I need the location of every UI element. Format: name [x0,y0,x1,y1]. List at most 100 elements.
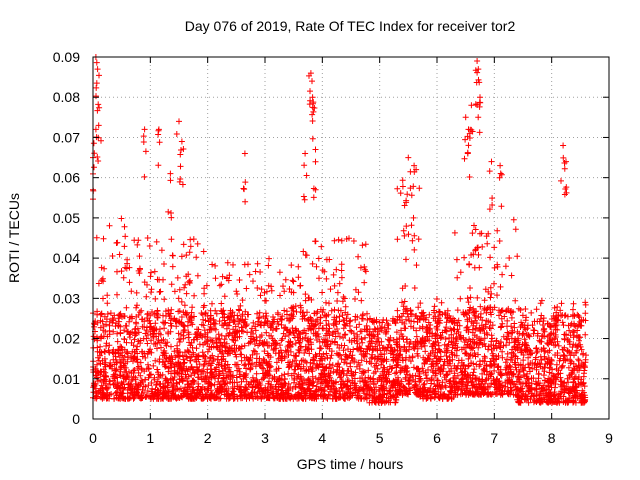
data-point [394,185,401,192]
data-point [134,365,141,372]
data-point [491,244,498,251]
data-point [327,286,334,293]
data-point [301,196,308,203]
data-point [181,302,188,309]
data-point [128,313,135,320]
data-point [250,278,256,285]
data-point [181,367,188,374]
data-point [161,325,168,332]
data-point [312,158,319,165]
data-point [486,168,493,175]
data-point [315,255,322,262]
data-point [295,263,302,270]
data-point [181,349,188,356]
data-point [415,236,422,243]
data-point [502,263,509,270]
x-tick-label: 3 [261,430,269,446]
data-point [246,271,253,278]
data-point [405,231,412,238]
data-point [526,364,533,371]
data-point [133,289,140,296]
data-point [115,322,122,329]
data-point [119,352,126,359]
data-point [118,268,125,275]
data-point [466,261,473,267]
data-point [281,376,288,383]
data-point [408,192,415,199]
data-point [167,395,173,402]
data-point [164,379,171,386]
data-point [95,122,102,129]
data-point [185,348,191,355]
data-point [469,230,476,237]
data-point [567,357,574,364]
data-point [408,222,415,229]
data-point [145,348,152,355]
data-point [253,370,260,377]
data-point [504,317,511,324]
data-point [176,365,183,372]
data-point [93,84,100,91]
data-point [340,294,347,300]
data-point [180,356,187,363]
data-point [98,382,105,389]
data-point [537,300,544,307]
data-point [145,392,151,399]
data-point [479,243,486,250]
data-point [397,190,404,197]
data-point [538,297,545,304]
data-point [323,275,330,282]
data-point [475,251,482,258]
data-point [511,320,518,327]
data-point [254,260,261,267]
data-point [93,234,100,241]
data-point [155,162,162,169]
data-point [113,356,119,363]
data-point [120,356,127,363]
data-point [413,262,420,269]
data-point [136,309,143,316]
y-tick-label: 0 [72,411,80,427]
data-point [137,359,144,366]
data-point [489,195,496,202]
data-point [318,243,325,250]
data-point [191,370,198,377]
data-point [241,150,248,157]
x-tick-label: 5 [376,430,384,446]
data-point [461,155,468,162]
data-point [178,138,185,145]
data-point [530,327,537,334]
data-point [338,274,345,281]
data-point [182,281,189,288]
data-point [136,270,143,277]
data-point [289,277,296,284]
data-point [168,214,175,221]
data-point [343,360,350,367]
data-point [91,383,98,390]
grid-lines [93,57,609,419]
data-point [303,252,310,259]
data-point [104,311,111,317]
data-point [135,329,142,336]
data-point [297,282,304,289]
data-point [186,278,192,285]
data-point [508,323,515,330]
y-tick-label: 0.01 [53,371,80,387]
data-point [454,274,461,281]
data-point [330,271,337,278]
data-point [384,344,391,351]
data-point [161,261,167,267]
data-point [252,268,259,275]
data-point [336,313,343,320]
data-point [201,290,208,297]
data-point [209,300,215,307]
data-point [125,328,132,335]
data-point [237,302,244,309]
data-point [181,387,188,394]
data-point [158,247,165,254]
data-point [176,339,183,345]
data-point [303,172,310,179]
data-point [335,236,342,243]
data-point [359,339,366,346]
